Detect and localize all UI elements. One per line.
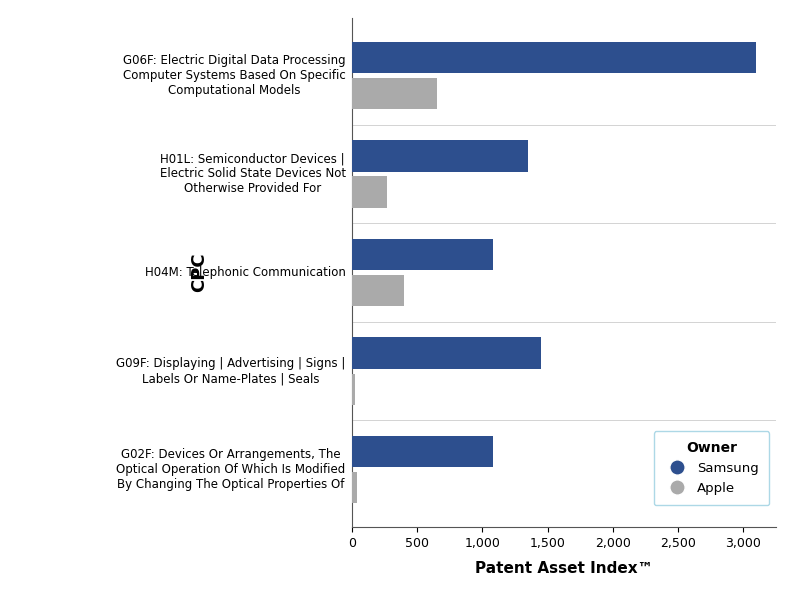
Legend: Samsung, Apple: Samsung, Apple — [654, 431, 770, 505]
Bar — [352, 374, 355, 405]
Bar — [352, 275, 404, 306]
Text: G02F: Devices Or Arrangements, The
Optical Operation Of Which Is Modified
By Cha: G02F: Devices Or Arrangements, The Optic… — [116, 448, 346, 491]
Bar — [352, 140, 528, 171]
Bar — [352, 436, 493, 467]
Bar — [352, 42, 757, 73]
Bar — [352, 78, 437, 109]
Bar — [352, 472, 358, 503]
Text: G09F: Displaying | Advertising | Signs |
Labels Or Name-Plates | Seals: G09F: Displaying | Advertising | Signs |… — [116, 357, 346, 385]
Text: G06F: Electric Digital Data Processing
Computer Systems Based On Specific
Comput: G06F: Electric Digital Data Processing C… — [123, 54, 346, 97]
Bar — [352, 177, 387, 208]
Bar — [352, 337, 541, 368]
X-axis label: Patent Asset Index™: Patent Asset Index™ — [475, 561, 653, 576]
Text: H01L: Semiconductor Devices |
Electric Solid State Devices Not
Otherwise Provide: H01L: Semiconductor Devices | Electric S… — [159, 153, 346, 195]
Text: H04M: Telephonic Communication: H04M: Telephonic Communication — [145, 266, 346, 279]
Bar — [352, 239, 493, 270]
Text: CPC: CPC — [190, 253, 208, 292]
